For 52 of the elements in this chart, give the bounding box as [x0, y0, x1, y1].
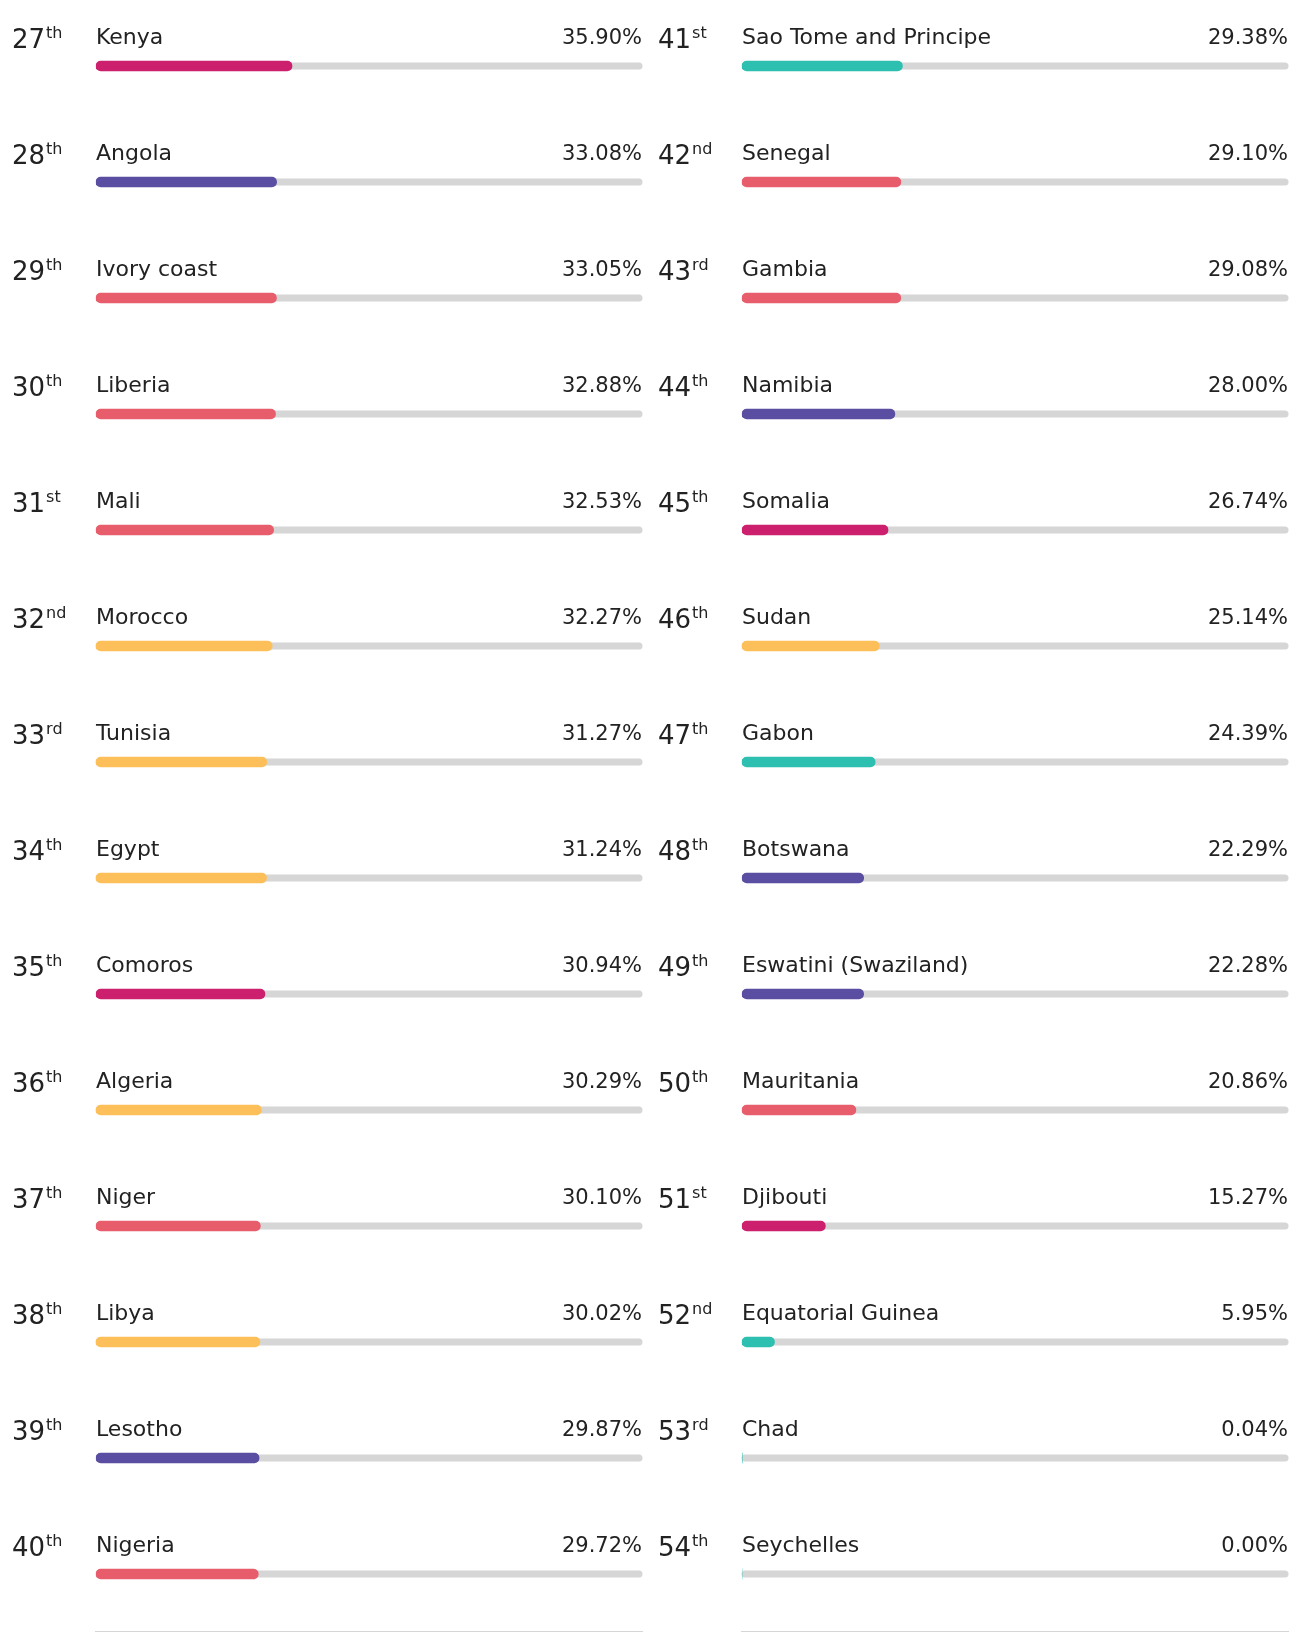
data-label: 32.53%: [561, 489, 642, 513]
bar: [742, 872, 865, 884]
bar: [96, 988, 266, 1000]
bar: [96, 176, 277, 188]
data-label: 29.38%: [1207, 25, 1288, 49]
bar: [742, 408, 896, 420]
bar: [96, 1568, 259, 1580]
bar: [742, 176, 902, 188]
data-label: 30.10%: [561, 1185, 642, 1209]
data-label: 28.00%: [1207, 373, 1288, 397]
data-label: 0.00%: [1221, 1533, 1288, 1557]
data-label: 25.14%: [1207, 605, 1288, 629]
bar: [96, 1336, 261, 1348]
bar: [742, 640, 880, 652]
data-label: 0.04%: [1221, 1417, 1288, 1441]
data-label: 30.29%: [561, 1069, 642, 1093]
bar: [96, 408, 276, 420]
bar: [96, 1104, 262, 1116]
bar: [96, 292, 277, 304]
data-label: 35.90%: [561, 25, 642, 49]
data-label: 33.08%: [561, 141, 642, 165]
bar: [96, 524, 274, 536]
data-label: 30.94%: [561, 953, 642, 977]
data-label: 5.95%: [1221, 1301, 1288, 1325]
data-label: 24.39%: [1207, 721, 1288, 745]
data-label: 29.72%: [561, 1533, 642, 1557]
data-label: 31.24%: [561, 837, 642, 861]
data-label: 15.27%: [1207, 1185, 1288, 1209]
bar: [742, 1220, 826, 1232]
bar: [742, 1104, 857, 1116]
data-label: 20.86%: [1207, 1069, 1288, 1093]
bar: [96, 1452, 260, 1464]
data-label: 33.05%: [561, 257, 642, 281]
bar: [742, 988, 864, 1000]
bar: [96, 640, 273, 652]
bar: [96, 756, 268, 768]
data-label: 29.08%: [1207, 257, 1288, 281]
data-label: 31.27%: [561, 721, 642, 745]
bar: [96, 1220, 261, 1232]
data-label: 30.02%: [561, 1301, 642, 1325]
bar: [742, 60, 903, 72]
bar: [742, 292, 902, 304]
bar: [742, 524, 889, 536]
data-label: 26.74%: [1207, 489, 1288, 513]
data-label: 32.27%: [561, 605, 642, 629]
data-label: 32.88%: [561, 373, 642, 397]
data-label: 29.87%: [561, 1417, 642, 1441]
data-label: 22.29%: [1207, 837, 1288, 861]
bar: [742, 756, 876, 768]
data-label: 29.10%: [1207, 141, 1288, 165]
data-label: 22.28%: [1207, 953, 1288, 977]
bar: [96, 872, 267, 884]
